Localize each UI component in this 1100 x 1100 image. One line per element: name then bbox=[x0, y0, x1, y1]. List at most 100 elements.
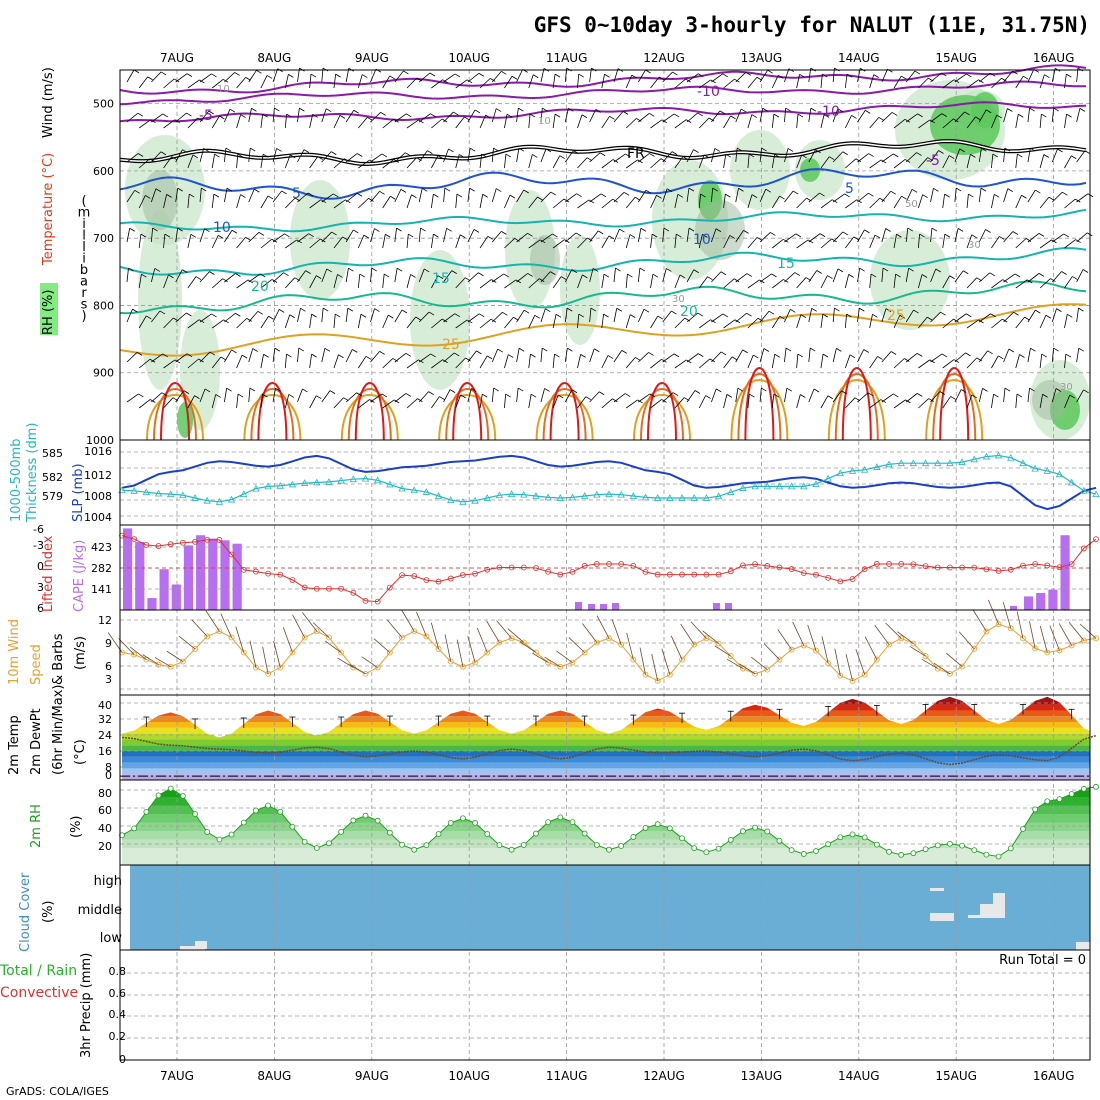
wind-barb-flag bbox=[331, 151, 337, 155]
wind-barb-flag bbox=[895, 273, 901, 278]
wind-barb bbox=[735, 388, 739, 403]
wind-barb bbox=[979, 313, 991, 323]
rh2m-marker bbox=[435, 831, 442, 837]
cape-bar bbox=[183, 545, 194, 610]
wind-barb-flag bbox=[356, 392, 362, 397]
wind-barb-flag bbox=[597, 230, 604, 235]
warm-contour bbox=[257, 382, 288, 441]
wind-barb bbox=[784, 388, 788, 403]
wind-barb bbox=[832, 193, 845, 203]
wind-barb bbox=[236, 194, 241, 209]
wind-barb bbox=[589, 152, 601, 163]
wind-barb-flag bbox=[344, 158, 350, 163]
wind-speed-marker bbox=[265, 670, 272, 677]
cloud-bar bbox=[980, 904, 994, 918]
wind-barb bbox=[1027, 189, 1036, 203]
wind-barb-flag bbox=[177, 187, 183, 192]
wind-speed-marker bbox=[1044, 649, 1051, 656]
wind-barb bbox=[978, 350, 988, 363]
wind-barb-10m bbox=[739, 663, 756, 675]
warm-contour bbox=[932, 373, 977, 441]
wind-barb-flag bbox=[433, 193, 439, 198]
wind-barb-flag bbox=[209, 351, 216, 356]
wind-barb-flag bbox=[1008, 348, 1015, 353]
wind-barb bbox=[528, 74, 534, 89]
wind-speed-marker bbox=[1093, 635, 1099, 642]
wind-barb bbox=[333, 158, 345, 169]
wind-barb-flag bbox=[514, 238, 520, 242]
precip-tick: 0.4 bbox=[109, 1008, 127, 1021]
wind-barb bbox=[991, 394, 994, 409]
warm-contour bbox=[827, 379, 886, 441]
wind-barb bbox=[211, 115, 220, 129]
wind-barb bbox=[942, 155, 950, 169]
wind-barb-flag bbox=[454, 352, 460, 357]
wind-barb-flag bbox=[1014, 273, 1021, 278]
date-label-top: 7AUG bbox=[160, 51, 194, 65]
wind-barb-10m bbox=[726, 658, 744, 669]
wind-barb bbox=[309, 395, 317, 409]
wind-barb bbox=[711, 228, 717, 243]
wind-barb-flag bbox=[197, 117, 203, 122]
wind-barb bbox=[272, 388, 276, 403]
wind-barb-flag bbox=[673, 353, 680, 358]
wind-barb-flag bbox=[288, 394, 294, 398]
thickness-marker bbox=[1092, 490, 1100, 497]
lifted-index-marker bbox=[715, 571, 722, 578]
wind-barb-flag bbox=[708, 117, 715, 122]
wind-barb bbox=[431, 275, 439, 289]
panel-frame-precip bbox=[119, 949, 1091, 1061]
wind-barb-flag bbox=[235, 312, 241, 317]
precip-tick: 0.8 bbox=[109, 965, 127, 978]
wind-barb-flag bbox=[922, 194, 928, 199]
rh2m-marker bbox=[630, 834, 637, 840]
wind-barb bbox=[637, 268, 641, 283]
wind-barb bbox=[1015, 75, 1024, 89]
rh-shading-high bbox=[971, 92, 999, 128]
wind-barb bbox=[1076, 150, 1086, 163]
wind-barb bbox=[224, 349, 232, 363]
wind-barb-flag bbox=[779, 315, 785, 320]
wind-barb-flag bbox=[166, 194, 172, 198]
wind-barb bbox=[771, 154, 776, 169]
wind-barb bbox=[771, 195, 780, 209]
wind-barb-10m bbox=[142, 654, 159, 665]
wind-barb bbox=[418, 228, 421, 243]
wind-barb-flag bbox=[725, 193, 731, 198]
wind-barb-flag bbox=[686, 359, 692, 364]
wind-barb bbox=[759, 388, 762, 403]
wind-barb bbox=[577, 354, 582, 369]
lifted-index-tick: 0 bbox=[37, 560, 44, 573]
wind-barb-flag bbox=[842, 231, 849, 236]
wind-barb-flag bbox=[274, 347, 280, 352]
wind-barb bbox=[991, 114, 998, 129]
lifted-index-marker bbox=[362, 597, 369, 604]
wind-barb-flag bbox=[283, 272, 289, 277]
wind-speed-marker bbox=[179, 658, 186, 665]
thickness-marker bbox=[568, 493, 577, 501]
wind-barb-flag bbox=[707, 276, 713, 281]
wind-barb bbox=[443, 352, 455, 363]
wind-barb bbox=[905, 113, 918, 123]
wind-barb-flag bbox=[874, 234, 881, 239]
wind-barb bbox=[1076, 108, 1081, 123]
wind-barb-flag bbox=[733, 278, 740, 283]
wind-barb-flag bbox=[1012, 231, 1019, 235]
wind-barb bbox=[248, 311, 259, 323]
wind-barb bbox=[954, 111, 965, 123]
wind-barb-flag bbox=[173, 78, 180, 83]
wind-barb-flag bbox=[1066, 113, 1072, 118]
wind-barb-flag bbox=[816, 270, 822, 274]
wind-barb bbox=[455, 194, 458, 209]
wind-speed-marker bbox=[691, 641, 698, 648]
wind-barb bbox=[455, 79, 468, 89]
wind-barb bbox=[126, 69, 135, 83]
thickness-marker bbox=[861, 465, 869, 473]
wind-barb-flag bbox=[693, 269, 699, 274]
rh2m-marker bbox=[679, 835, 685, 842]
wind-barb bbox=[540, 191, 552, 203]
warm-contour bbox=[939, 367, 970, 441]
rh2m-marker bbox=[1007, 845, 1014, 852]
wind-barb bbox=[199, 313, 212, 323]
wind-barb-flag bbox=[963, 270, 969, 275]
